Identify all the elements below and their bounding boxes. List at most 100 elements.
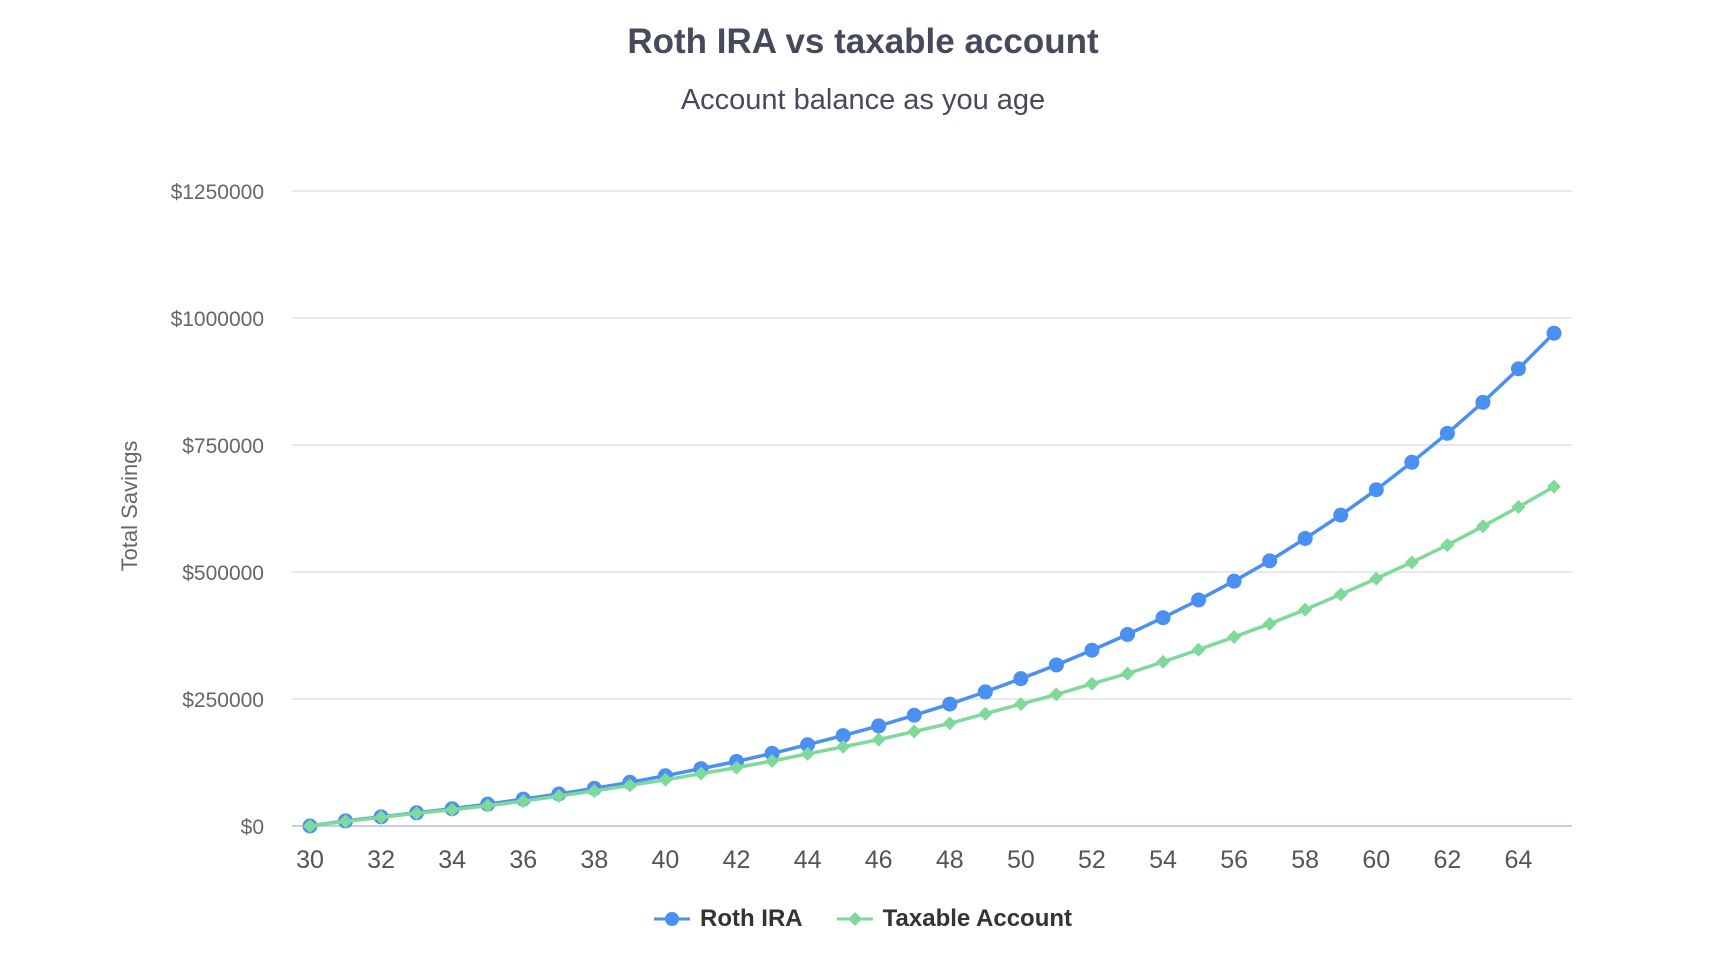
series-line bbox=[309, 485, 1555, 828]
data-point bbox=[1440, 538, 1455, 553]
y-tick-label: $500000 bbox=[182, 562, 264, 585]
chart-title: Roth IRA vs taxable account bbox=[627, 22, 1099, 61]
x-tick-label: 54 bbox=[1149, 846, 1177, 874]
legend-marker-diamond-icon bbox=[836, 912, 873, 926]
data-point bbox=[1262, 553, 1278, 569]
y-tick-label: $1000000 bbox=[171, 308, 264, 331]
x-tick-label: 46 bbox=[865, 846, 893, 874]
series-taxable-account bbox=[303, 479, 1561, 833]
data-point bbox=[942, 716, 957, 731]
x-tick-label: 56 bbox=[1220, 846, 1248, 874]
data-point bbox=[1226, 573, 1242, 589]
data-point bbox=[1013, 697, 1028, 712]
data-point bbox=[587, 783, 602, 798]
chart-subtitle: Account balance as you age bbox=[680, 84, 1046, 116]
data-point bbox=[764, 745, 780, 761]
x-tick-label: 38 bbox=[580, 846, 608, 874]
legend-label: Roth IRA bbox=[699, 905, 803, 932]
data-point bbox=[374, 810, 389, 825]
data-point bbox=[1298, 602, 1313, 617]
y-axis: $0 $250000 $500000 $750000 $1000000 $1250000 bbox=[171, 181, 264, 839]
data-point bbox=[1546, 325, 1562, 341]
x-tick-label: 60 bbox=[1362, 846, 1390, 874]
x-tick-label: 64 bbox=[1505, 846, 1533, 874]
x-tick-label: 30 bbox=[296, 846, 324, 874]
y-axis-label: Total Savings bbox=[117, 441, 142, 572]
data-point bbox=[338, 814, 353, 829]
x-tick-label: 42 bbox=[723, 846, 751, 874]
data-point bbox=[906, 707, 922, 723]
data-point bbox=[942, 696, 958, 712]
data-point bbox=[303, 819, 317, 833]
legend-item-roth-ira[interactable]: Roth IRA bbox=[653, 905, 803, 933]
data-point bbox=[1227, 630, 1242, 645]
x-tick-label: 50 bbox=[1007, 846, 1035, 874]
data-point bbox=[765, 753, 780, 768]
data-point bbox=[1511, 499, 1526, 514]
data-point bbox=[1404, 454, 1420, 470]
x-tick-label: 58 bbox=[1291, 846, 1319, 874]
legend-label: Taxable Account bbox=[882, 905, 1073, 932]
data-point bbox=[1084, 642, 1100, 658]
data-point bbox=[1049, 687, 1064, 702]
data-point bbox=[1120, 666, 1135, 681]
data-point bbox=[1404, 555, 1419, 570]
data-point bbox=[871, 718, 887, 734]
data-point bbox=[1191, 592, 1207, 608]
data-point bbox=[1084, 676, 1099, 691]
data-point bbox=[835, 728, 851, 744]
data-point bbox=[907, 724, 922, 739]
data-point bbox=[800, 737, 816, 753]
series-line bbox=[309, 331, 1556, 828]
data-point bbox=[445, 802, 460, 817]
x-tick-label: 48 bbox=[936, 846, 964, 874]
x-tick-label: 52 bbox=[1078, 846, 1106, 874]
data-point bbox=[1547, 479, 1561, 494]
legend-marker-circle-icon bbox=[653, 912, 690, 926]
data-point bbox=[978, 706, 993, 721]
data-point bbox=[622, 778, 637, 793]
data-point bbox=[1297, 530, 1313, 546]
data-point bbox=[1262, 616, 1277, 631]
data-point bbox=[871, 732, 886, 747]
data-point bbox=[551, 789, 566, 804]
data-point bbox=[1156, 654, 1171, 669]
data-point bbox=[1475, 519, 1490, 534]
data-point bbox=[977, 684, 993, 700]
y-tick-label: $1250000 bbox=[171, 181, 264, 204]
data-point bbox=[1155, 610, 1171, 626]
data-point bbox=[1333, 507, 1349, 523]
data-point bbox=[1048, 657, 1064, 673]
data-point bbox=[1369, 571, 1384, 586]
data-point bbox=[1475, 394, 1491, 410]
x-tick-label: 44 bbox=[794, 846, 822, 874]
data-point bbox=[1439, 425, 1455, 441]
data-point bbox=[1510, 361, 1526, 377]
data-point bbox=[836, 739, 851, 754]
data-point bbox=[729, 760, 744, 775]
data-point bbox=[1333, 587, 1348, 602]
data-point bbox=[800, 746, 815, 761]
x-tick-label: 34 bbox=[438, 846, 466, 874]
x-tick-label: 36 bbox=[509, 846, 537, 874]
legend: Roth IRA Taxable Account bbox=[0, 905, 1726, 933]
series bbox=[302, 325, 1562, 834]
x-tick-label: 40 bbox=[652, 846, 680, 874]
data-point bbox=[516, 794, 531, 809]
legend-item-taxable-account[interactable]: Taxable Account bbox=[836, 905, 1073, 933]
y-tick-label: $0 bbox=[241, 816, 264, 839]
y-tick-label: $250000 bbox=[182, 689, 264, 712]
data-point bbox=[480, 798, 495, 813]
y-tick-label: $750000 bbox=[182, 435, 264, 458]
data-point bbox=[1368, 482, 1384, 498]
data-point bbox=[693, 766, 708, 781]
x-axis: 30 32 34 36 38 40 42 44 46 48 50 52 54 56 58 60 62 64 bbox=[296, 846, 1532, 874]
data-point bbox=[1013, 671, 1029, 687]
grid-lines bbox=[292, 190, 1572, 827]
data-point bbox=[1119, 626, 1135, 642]
data-point bbox=[409, 806, 424, 821]
x-tick-label: 62 bbox=[1433, 846, 1461, 874]
x-tick-label: 32 bbox=[367, 846, 395, 874]
